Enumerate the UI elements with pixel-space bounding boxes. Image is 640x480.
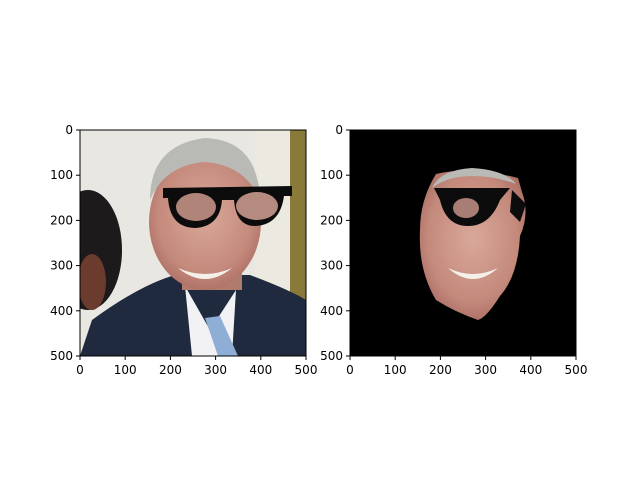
left-y-tick-label: 200 [50,213,73,227]
right-y-tick-label: 200 [320,213,343,227]
right-y-tick-label: 0 [335,123,343,137]
left-x-ticks: 0 100 200 300 400 500 [76,356,317,377]
left-x-tick-label: 500 [295,363,318,377]
right-y-tick-label: 500 [320,349,343,363]
right-y-tick-label: 300 [320,259,343,273]
right-axes-frame [349,129,577,357]
left-y-ticks: 0 100 200 300 400 500 [50,123,80,363]
right-x-ticks: 0 100 200 300 400 500 [346,356,587,377]
right-x-tick-label: 100 [384,363,407,377]
right-x-tick-label: 0 [346,363,354,377]
left-y-tick-label: 100 [50,168,73,182]
left-y-tick-label: 300 [50,259,73,273]
right-axes: 0 100 200 300 400 500 0 100 200 300 400 500 [320,123,587,377]
left-x-tick-label: 200 [159,363,182,377]
left-x-tick-label: 0 [76,363,84,377]
right-masked-image [350,130,576,356]
left-y-tick-label: 400 [50,304,73,318]
right-x-tick-label: 200 [429,363,452,377]
right-x-tick-label: 500 [565,363,588,377]
left-axes: 0 100 200 300 400 500 0 100 200 300 400 500 [50,123,317,377]
left-y-tick-label: 0 [65,123,73,137]
left-photo-image [80,130,306,356]
left-x-tick-label: 100 [114,363,137,377]
left-x-tick-label: 400 [249,363,272,377]
right-x-tick-label: 300 [474,363,497,377]
left-y-tick-label: 500 [50,349,73,363]
right-y-tick-label: 100 [320,168,343,182]
right-y-tick-label: 400 [320,304,343,318]
right-x-tick-label: 400 [519,363,542,377]
left-axes-frame [79,129,307,357]
left-x-tick-label: 300 [204,363,227,377]
right-y-ticks: 0 100 200 300 400 500 [320,123,350,363]
